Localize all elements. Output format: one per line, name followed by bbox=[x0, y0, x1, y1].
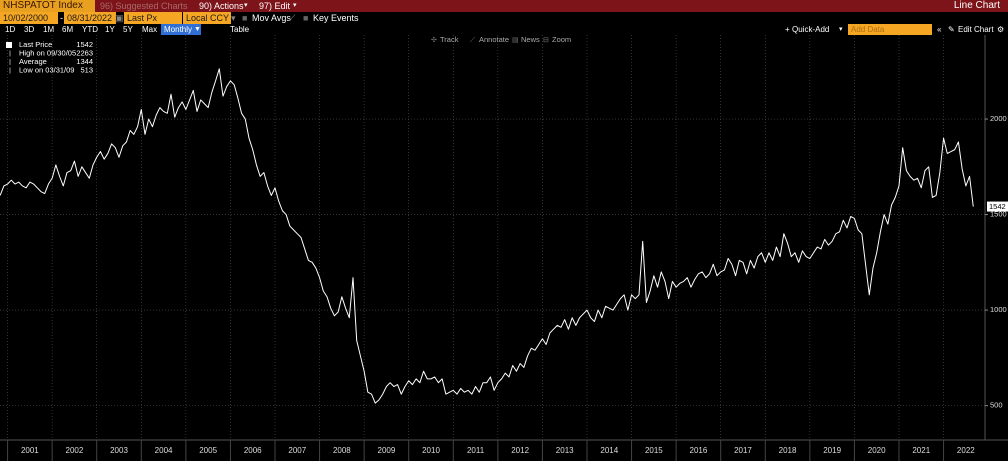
edit-menu[interactable]: 97) Edit bbox=[259, 1, 291, 11]
legend-label: Average bbox=[19, 57, 47, 66]
ticker[interactable]: NHSPATOT Index bbox=[0, 0, 95, 12]
y-tick-label: 2000 bbox=[990, 114, 1007, 123]
suggested-charts[interactable]: 96) Suggested Charts bbox=[100, 1, 188, 11]
x-tick-label: 2007 bbox=[288, 446, 306, 455]
tool-icon: ▤ bbox=[512, 37, 519, 44]
x-tick-label: 2006 bbox=[244, 446, 262, 455]
tool-icon: ⊟ bbox=[543, 37, 549, 44]
x-tick-label: 2022 bbox=[957, 446, 975, 455]
legend-label: Low on 03/31/09 bbox=[19, 65, 74, 74]
field-select[interactable]: Last Px bbox=[124, 12, 182, 24]
x-tick-label: 2015 bbox=[645, 446, 663, 455]
x-tick-label: 2009 bbox=[378, 446, 396, 455]
tool-icon: ⟋ bbox=[470, 36, 475, 44]
period[interactable]: Max bbox=[142, 25, 158, 34]
x-tick-label: 2019 bbox=[823, 446, 841, 455]
chart: 2001 2002 2003 2004 2005 2006 2007 2008 2009 2010… bbox=[0, 35, 1008, 461]
table-button[interactable]: Table bbox=[230, 25, 250, 34]
period[interactable]: 3D bbox=[24, 25, 35, 34]
legend-swatch bbox=[6, 42, 12, 48]
chart-tool[interactable]: News bbox=[521, 35, 540, 44]
x-tick-label: 2008 bbox=[333, 446, 351, 455]
x-tick-label: 2016 bbox=[690, 446, 708, 455]
legend-value: 2263 bbox=[76, 48, 93, 57]
period-bar: 1D 3D 1M 6M YTD 1Y 5Y Max Monthly ▼ Tabl… bbox=[0, 24, 1008, 35]
x-tick-label: 2005 bbox=[199, 446, 217, 455]
x-tick-label: 2004 bbox=[155, 446, 173, 455]
mov-avgs[interactable]: Mov Avgs bbox=[252, 13, 291, 23]
x-tick-label: 2018 bbox=[779, 446, 797, 455]
add-data-input[interactable]: Add Data bbox=[848, 24, 932, 35]
controls-bar: 10/02/2000 - 08/31/2022 ▣ Last Px Local … bbox=[0, 12, 1008, 24]
key-events[interactable]: Key Events bbox=[313, 13, 359, 23]
legend-label: High on 09/30/05 bbox=[19, 48, 76, 57]
x-tick-label: 2020 bbox=[868, 446, 886, 455]
legend-label: Last Price bbox=[19, 40, 52, 49]
period[interactable]: 1D bbox=[5, 25, 16, 34]
actions-menu[interactable]: 90) Actions bbox=[199, 1, 244, 11]
frequency-select[interactable]: Monthly bbox=[161, 24, 201, 35]
chart-tool[interactable]: Zoom bbox=[552, 35, 571, 44]
x-tick-label: 2017 bbox=[734, 446, 752, 455]
x-tick-label: 2014 bbox=[600, 446, 618, 455]
view-name: Line Chart bbox=[953, 0, 1000, 11]
plot-area bbox=[0, 68, 974, 404]
chart-tool[interactable]: Track bbox=[440, 35, 459, 44]
x-axis-band bbox=[0, 440, 1008, 461]
legend-value: 1344 bbox=[76, 57, 93, 66]
x-tick-label: 2013 bbox=[556, 446, 574, 455]
start-date[interactable]: 10/02/2000 bbox=[0, 12, 58, 24]
period[interactable]: 5Y bbox=[123, 25, 133, 34]
title-bar: NHSPATOT Index 96) Suggested Charts 90) … bbox=[0, 0, 1008, 12]
y-tick-label: 500 bbox=[990, 401, 1003, 410]
x-tick-label: 2001 bbox=[21, 446, 39, 455]
x-tick-label: 2021 bbox=[912, 446, 930, 455]
quick-add[interactable]: Quick-Add bbox=[792, 25, 830, 34]
x-tick-label: 2003 bbox=[110, 446, 128, 455]
legend-value: 1542 bbox=[76, 40, 93, 49]
y-tick-label: 1000 bbox=[990, 305, 1007, 314]
x-tick-label: 2002 bbox=[66, 446, 84, 455]
period[interactable]: 1M bbox=[43, 25, 55, 34]
period[interactable]: 1Y bbox=[105, 25, 115, 34]
end-date[interactable]: 08/31/2022 bbox=[64, 12, 116, 24]
x-tick-label: 2010 bbox=[422, 446, 440, 455]
x-tick-label: 2012 bbox=[511, 446, 529, 455]
period[interactable]: 6M bbox=[62, 25, 74, 34]
edit-chart[interactable]: Edit Chart bbox=[958, 25, 994, 34]
currency-select[interactable]: Local CCY bbox=[183, 12, 231, 24]
last-value-label: 1542 bbox=[989, 202, 1006, 211]
chart-tool[interactable]: Annotate bbox=[479, 35, 509, 44]
date-separator: - bbox=[60, 13, 63, 23]
chart-background bbox=[0, 35, 1008, 461]
period[interactable]: YTD bbox=[82, 25, 98, 34]
legend-value: 513 bbox=[80, 65, 93, 74]
last-value-box bbox=[987, 201, 1008, 212]
tool-icon: ✣ bbox=[431, 36, 437, 44]
y-tick-label: 1500 bbox=[990, 210, 1007, 219]
x-tick-label: 2011 bbox=[467, 446, 485, 455]
price-line bbox=[0, 68, 974, 404]
